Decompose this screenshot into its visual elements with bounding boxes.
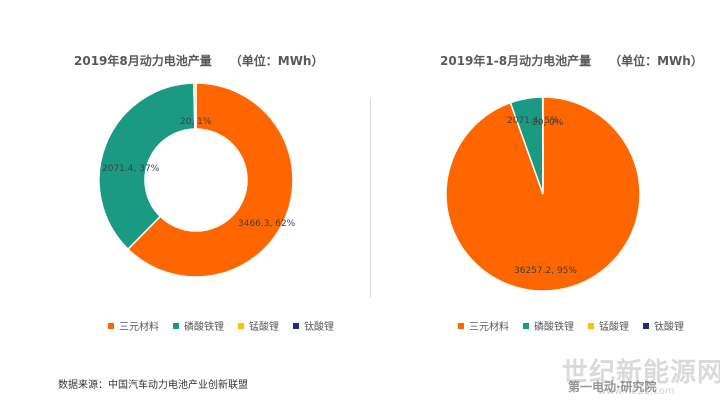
chart-title-left: 2019年8月动力电池产量 （单位：MWh）	[74, 52, 323, 69]
chart-title-right-text: 2019年1-8月动力电池产量	[440, 54, 592, 68]
legend-swatch	[238, 322, 244, 329]
data-label-1: 2071.4, 5%	[507, 116, 559, 126]
legend-item: 三元材料	[108, 318, 159, 333]
legend-swatch	[293, 322, 299, 329]
legend-swatch	[173, 322, 179, 329]
legend-label: 三元材料	[119, 322, 159, 333]
legend-swatch	[643, 322, 649, 329]
legend-left: 三元材料 磷酸铁锂 锰酸锂 钛酸锂	[108, 318, 334, 333]
chart-title-left-text: 2019年8月动力电池产量	[74, 54, 212, 68]
legend-swatch	[108, 322, 114, 329]
legend-label: 磷酸铁锂	[184, 322, 224, 333]
chart-title-right: 2019年1-8月动力电池产量 （单位：MWh）	[440, 52, 703, 69]
data-label-2: 20, 1%	[180, 117, 212, 127]
chart-unit-left: （单位：MWh）	[229, 54, 324, 68]
legend-label: 三元材料	[469, 322, 509, 333]
legend-label: 钛酸锂	[304, 322, 334, 333]
legend-swatch	[458, 322, 464, 329]
legend-label: 钛酸锂	[654, 322, 684, 333]
legend-item: 锰酸锂	[238, 318, 279, 333]
pie-slice-2	[193, 82, 197, 130]
legend-item: 钛酸锂	[643, 318, 684, 333]
legend-swatch	[588, 322, 594, 329]
legend-swatch	[523, 322, 529, 329]
watermark-url: www.ne21.com	[598, 386, 675, 397]
data-label-2: 20, 0%	[532, 118, 564, 128]
legend-item: 磷酸铁锂	[523, 318, 574, 333]
legend-label: 磷酸铁锂	[534, 322, 574, 333]
legend-right: 三元材料 磷酸铁锂 锰酸锂 钛酸锂	[458, 318, 684, 333]
legend-item: 钛酸锂	[293, 318, 334, 333]
legend-item: 三元材料	[458, 318, 509, 333]
pie-slice-0	[126, 82, 294, 278]
legend-label: 锰酸锂	[599, 322, 629, 333]
watermark-text: 世纪新能源网	[562, 358, 720, 388]
data-source-note: 数据来源：中国汽车动力电池产业创新联盟	[58, 380, 248, 391]
data-label-0: 36257.2, 95%	[514, 266, 577, 276]
watermark-brand: 第一电动·研究院	[568, 380, 657, 394]
legend-item: 锰酸锂	[588, 318, 629, 333]
pie-slice-1	[98, 82, 196, 251]
legend-item: 磷酸铁锂	[173, 318, 224, 333]
panel-divider	[370, 98, 371, 298]
legend-label: 锰酸锂	[249, 322, 279, 333]
data-label-1: 2071.4, 37%	[102, 164, 160, 174]
chart-unit-right: （单位：MWh）	[609, 54, 703, 68]
data-label-0: 3466.3, 62%	[238, 219, 296, 229]
